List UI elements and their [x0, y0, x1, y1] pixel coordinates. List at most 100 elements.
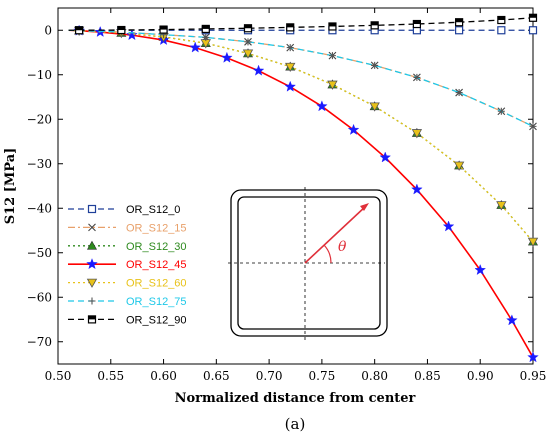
data-point	[244, 38, 252, 46]
legend: OR_S12_0 OR_S12_15 OR_S12_30 OR_S12_45 OR_S1…	[68, 204, 187, 326]
y-tick-label: −20	[27, 112, 52, 126]
series-layer	[68, 13, 539, 363]
data-point	[369, 102, 380, 112]
legend-marker-fill	[88, 315, 96, 320]
data-point-fill	[160, 26, 168, 30]
legend-label: OR_S12_75	[126, 296, 187, 308]
data-point	[497, 107, 505, 115]
x-tick-label: 0.90	[467, 369, 494, 383]
y-tick-label: −10	[27, 68, 52, 82]
data-point	[527, 351, 539, 363]
x-tick-label: 0.50	[45, 369, 72, 383]
legend-label: OR_S12_0	[126, 204, 180, 216]
legend-marker	[88, 223, 96, 232]
data-point	[202, 33, 210, 41]
data-point	[453, 161, 465, 171]
figure-caption: (a)	[285, 415, 306, 433]
legend-label: OR_S12_45	[126, 259, 187, 271]
x-tick-label: 0.95	[520, 369, 547, 383]
inset-ray-arrowhead	[360, 203, 369, 211]
legend-item: OR_S12_15	[68, 222, 187, 234]
legend-marker	[87, 204, 97, 214]
x-tick-label: 0.60	[150, 369, 177, 383]
y-tick-label: −30	[27, 157, 52, 171]
data-point	[455, 26, 464, 35]
legend-item: OR_S12_0	[68, 204, 180, 216]
legend-marker	[86, 278, 98, 288]
x-axis-ticks: 0.50 0.55 0.60 0.65 0.70 0.75 0.80 0.85 0.90 0.95	[45, 8, 547, 383]
data-point	[316, 100, 328, 112]
data-point	[371, 61, 379, 69]
legend-item: OR_S12_75	[68, 296, 187, 308]
legend-marker	[88, 297, 96, 305]
data-point-fill	[328, 22, 336, 27]
y-axis-title: S12 [MPa]	[3, 148, 18, 225]
x-axis-title: Normalized distance from center	[175, 391, 416, 406]
x-tick-label: 0.75	[309, 369, 336, 383]
legend-label: OR_S12_15	[126, 222, 187, 234]
series-line	[68, 29, 534, 127]
y-axis-ticks: 0 −10 −20 −30 −40 −50 −60 −70	[27, 23, 533, 349]
data-point-fill	[117, 26, 125, 31]
data-point-fill	[286, 23, 294, 28]
data-point	[327, 80, 338, 90]
data-point	[189, 41, 201, 53]
series-or-s12-15	[68, 26, 537, 131]
x-tick-label: 0.70	[256, 369, 283, 383]
data-point	[506, 314, 518, 326]
x-tick-label: 0.55	[97, 369, 124, 383]
legend-marker	[86, 240, 98, 250]
data-point	[413, 73, 421, 81]
data-point-fill	[455, 18, 463, 23]
series-line	[68, 29, 534, 127]
data-point	[284, 80, 296, 92]
y-tick-label: −40	[27, 201, 52, 215]
y-tick-label: 0	[44, 23, 52, 37]
data-point	[328, 52, 336, 60]
data-point-fill	[75, 26, 83, 31]
data-point-fill	[371, 21, 379, 26]
inset-angle-arc	[323, 244, 332, 264]
legend-item: OR_S12_30	[68, 240, 187, 253]
data-point	[285, 62, 296, 73]
legend-label: OR_S12_60	[126, 278, 187, 290]
legend-item: OR_S12_45	[68, 258, 187, 271]
data-point	[411, 183, 423, 195]
data-point-fill	[529, 14, 537, 18]
data-point	[455, 89, 463, 97]
data-point	[496, 201, 507, 211]
series-or-s12-90	[68, 13, 538, 35]
data-point	[286, 44, 294, 52]
legend-item: OR_S12_60	[68, 278, 187, 290]
x-tick-label: 0.80	[361, 369, 388, 383]
legend-label: OR_S12_90	[126, 314, 187, 326]
legend-label: OR_S12_30	[126, 241, 187, 253]
data-point	[527, 237, 539, 247]
data-point	[529, 122, 537, 130]
y-tick-label: −50	[27, 246, 52, 260]
inset-diagram: θ	[228, 187, 388, 340]
data-point	[497, 26, 506, 35]
inset-angle-ray	[304, 205, 367, 264]
plot-frame	[57, 7, 534, 365]
data-point	[474, 264, 486, 276]
data-point-fill	[202, 25, 210, 29]
x-tick-label: 0.65	[203, 369, 230, 383]
data-point	[347, 123, 360, 135]
data-point	[442, 220, 455, 232]
legend-marker	[86, 258, 98, 270]
data-point	[126, 29, 138, 41]
series-line	[68, 17, 534, 31]
y-tick-label: −60	[27, 290, 52, 304]
data-point	[242, 49, 254, 59]
legend-item: OR_S12_90	[68, 314, 187, 326]
data-point-fill	[244, 24, 252, 29]
data-point-fill	[413, 20, 421, 25]
inset-angle-label: θ	[338, 239, 347, 255]
y-tick-label: −70	[27, 335, 52, 349]
data-point-fill	[497, 16, 505, 21]
data-point	[379, 151, 391, 163]
data-point	[252, 64, 265, 76]
